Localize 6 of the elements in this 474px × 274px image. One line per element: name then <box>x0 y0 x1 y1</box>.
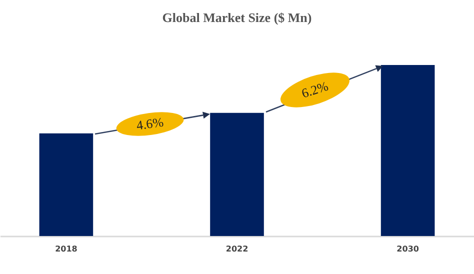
x-tick-label: 2018 <box>55 244 78 254</box>
x-tick-label: 2030 <box>396 244 420 254</box>
x-tick-label: 2022 <box>226 244 248 254</box>
chart-title: Global Market Size ($ Mn) <box>162 10 312 25</box>
annotation: 4.6% <box>135 114 165 134</box>
annotation: 6.2% <box>300 78 330 102</box>
